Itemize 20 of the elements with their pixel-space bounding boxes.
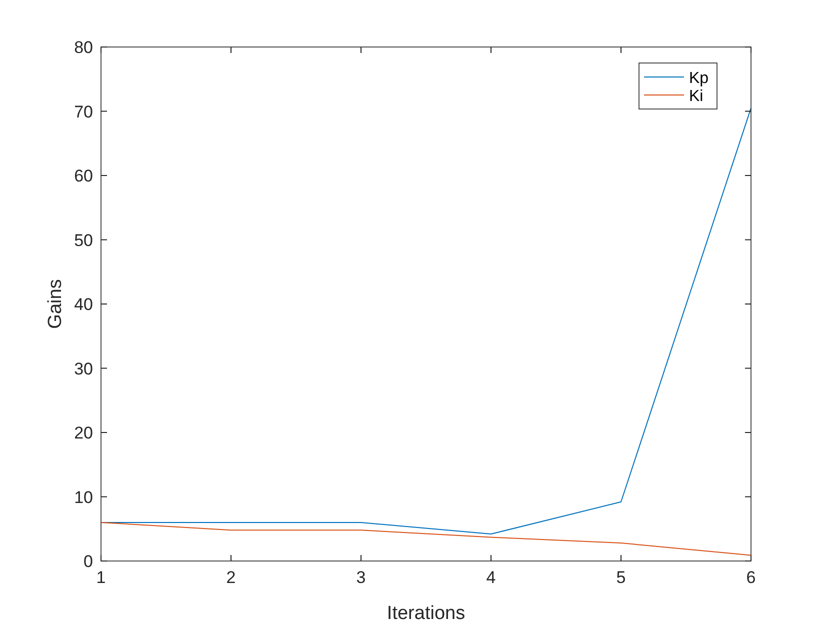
x-tick-label: 1 (96, 568, 106, 587)
y-tick-label: 40 (74, 295, 93, 314)
x-axis-title: Iterations (386, 603, 466, 624)
x-tick-label: 6 (746, 568, 756, 587)
y-tick-label: 70 (74, 102, 93, 122)
y-axis-title: Gains (45, 279, 66, 329)
y-tick-label: 80 (74, 38, 93, 57)
x-tick-label: 2 (226, 568, 236, 587)
y-tick-label: 50 (74, 230, 93, 250)
x-tick-label: 3 (356, 568, 366, 587)
legend-label: Ki (689, 88, 704, 105)
x-tick-label: 5 (616, 568, 626, 587)
y-tick-label: 20 (74, 424, 93, 442)
legend-label: Kp (689, 70, 709, 87)
y-tick-label: 10 (74, 488, 93, 507)
y-tick-label: 0 (84, 552, 93, 571)
y-tick-label: 30 (74, 359, 93, 378)
y-tick-label: 60 (74, 166, 93, 186)
line-series (100, 522, 752, 556)
x-tick-label: 4 (486, 568, 496, 587)
